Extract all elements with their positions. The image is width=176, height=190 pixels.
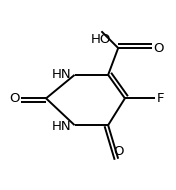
Text: HN: HN [52, 120, 71, 132]
Text: HO: HO [91, 33, 112, 46]
Text: F: F [157, 92, 164, 105]
Text: O: O [9, 92, 19, 105]
Text: HN: HN [52, 67, 71, 81]
Text: O: O [113, 145, 123, 158]
Text: O: O [153, 42, 164, 55]
